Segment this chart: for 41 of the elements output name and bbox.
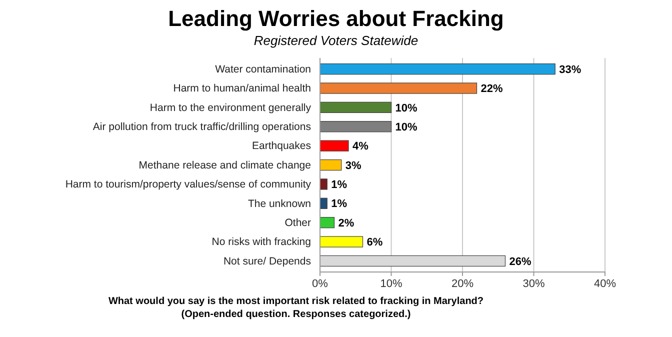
chart-subtitle: Registered Voters Statewide [254,33,418,48]
bar [320,198,328,209]
bar [320,178,328,190]
x-tick-label: 10% [380,278,402,290]
y-tick-label: Methane release and climate change [138,159,312,172]
x-tick-label: 40% [594,278,616,290]
y-tick-label: Air pollution from truck traffic/drilling operations [92,120,311,133]
y-tick-label: Harm to human/animal health [173,82,312,95]
data-label: 1% [331,179,348,192]
bar [320,82,478,94]
data-label: 3% [345,160,362,172]
y-tick-label: Other [284,216,312,229]
bar [320,159,342,171]
data-label: 10% [395,102,418,114]
data-label: 26% [509,256,532,268]
bar [320,102,392,113]
data-label: 33% [559,64,582,76]
bar [320,217,335,228]
y-tick-label: Harm to the environment generally [150,102,312,114]
x-tick-label: 30% [522,278,545,290]
y-tick-label: Not sure/ Depends [223,255,311,268]
data-label: 6% [366,236,383,249]
x-tick-label: 0% [312,278,328,290]
bar [320,255,506,267]
bar [320,140,349,152]
data-label: 4% [352,140,369,153]
x-tick-label: 20% [451,278,474,290]
bar [320,63,556,75]
y-tick-label: Water contamination [215,63,312,76]
y-tick-label: Earthquakes [252,140,311,152]
x-axis-title: What would you say is the most important risk related to fracking in Maryland? (Open-ended question. Responses categorized.) [108,296,484,320]
data-label: 2% [338,217,354,230]
y-tick-label: No risks with fracking [212,236,312,248]
data-label: 22% [480,83,503,96]
bar [320,236,364,248]
data-label: 10% [395,121,418,134]
y-tick-label: The unknown [248,198,312,210]
data-label: 1% [331,198,348,210]
bar [320,121,392,132]
chart-title: Leading Worries about Fracking [168,6,504,31]
y-tick-label: Harm to tourism/property values/sense of community [65,178,312,191]
